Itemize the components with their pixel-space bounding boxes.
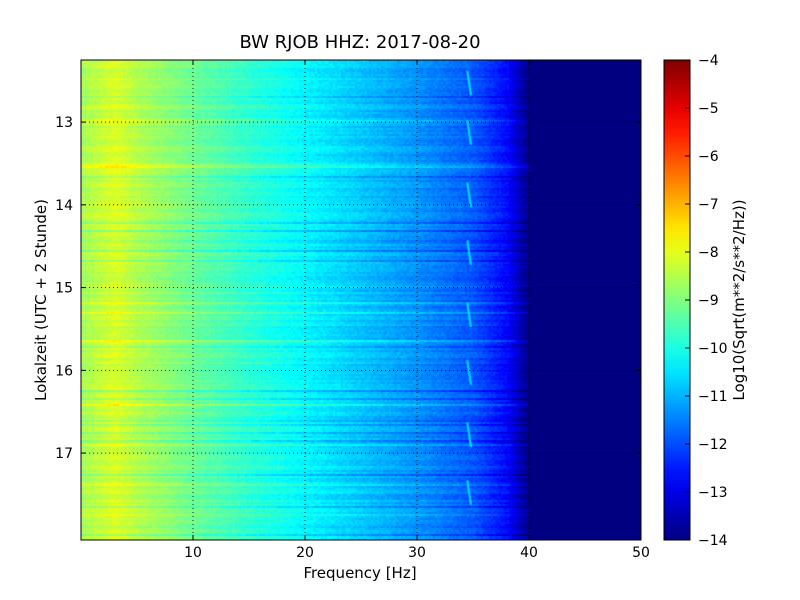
colorbar-tick-label: −6 <box>698 149 719 165</box>
colorbar-tick-label: −7 <box>698 197 719 213</box>
y-axis: 13 14 15 16 17 <box>55 115 641 462</box>
spectrogram-image <box>81 60 641 540</box>
y-tick-label: 15 <box>55 281 73 297</box>
x-tick-label: 40 <box>520 545 538 561</box>
colorbar-label: Log10(Sqrt(m**2/s**2/Hz)) <box>730 199 748 400</box>
colorbar-tick-label: −14 <box>698 533 728 549</box>
x-axis: 10 20 30 40 50 <box>184 60 650 561</box>
colorbar-tick-label: −5 <box>698 101 719 117</box>
x-tick-label: 20 <box>296 545 314 561</box>
y-tick-label: 17 <box>55 446 73 462</box>
colorbar-tick-label: −11 <box>698 389 728 405</box>
y-tick-label: 16 <box>55 363 73 379</box>
x-axis-label: Frequency [Hz] <box>303 564 416 582</box>
colorbar-tick-label: −4 <box>698 53 719 69</box>
x-tick-label: 50 <box>632 545 650 561</box>
x-tick-label: 10 <box>184 545 202 561</box>
y-tick-label: 14 <box>55 198 73 214</box>
colorbar-tick-label: −10 <box>698 341 728 357</box>
colorbar-tick-label: −12 <box>698 437 728 453</box>
x-tick-label: 30 <box>408 545 426 561</box>
plot-frame <box>80 59 642 541</box>
colorbar-tick-label: −8 <box>698 245 719 261</box>
colorbar: −4 −5 −6 −7 −8 −9 −10 −11 −12 −13 −14 <box>663 53 728 549</box>
colorbar-tick-label: −9 <box>698 293 719 309</box>
grid-layer <box>81 60 641 540</box>
y-axis-label: Lokalzeit (UTC + 2 Stunde) <box>32 199 50 401</box>
chart-title: BW RJOB HHZ: 2017-08-20 <box>239 32 480 53</box>
colorbar-tick-label: −13 <box>698 485 728 501</box>
y-tick-label: 13 <box>55 115 73 131</box>
plot-area <box>80 59 642 541</box>
